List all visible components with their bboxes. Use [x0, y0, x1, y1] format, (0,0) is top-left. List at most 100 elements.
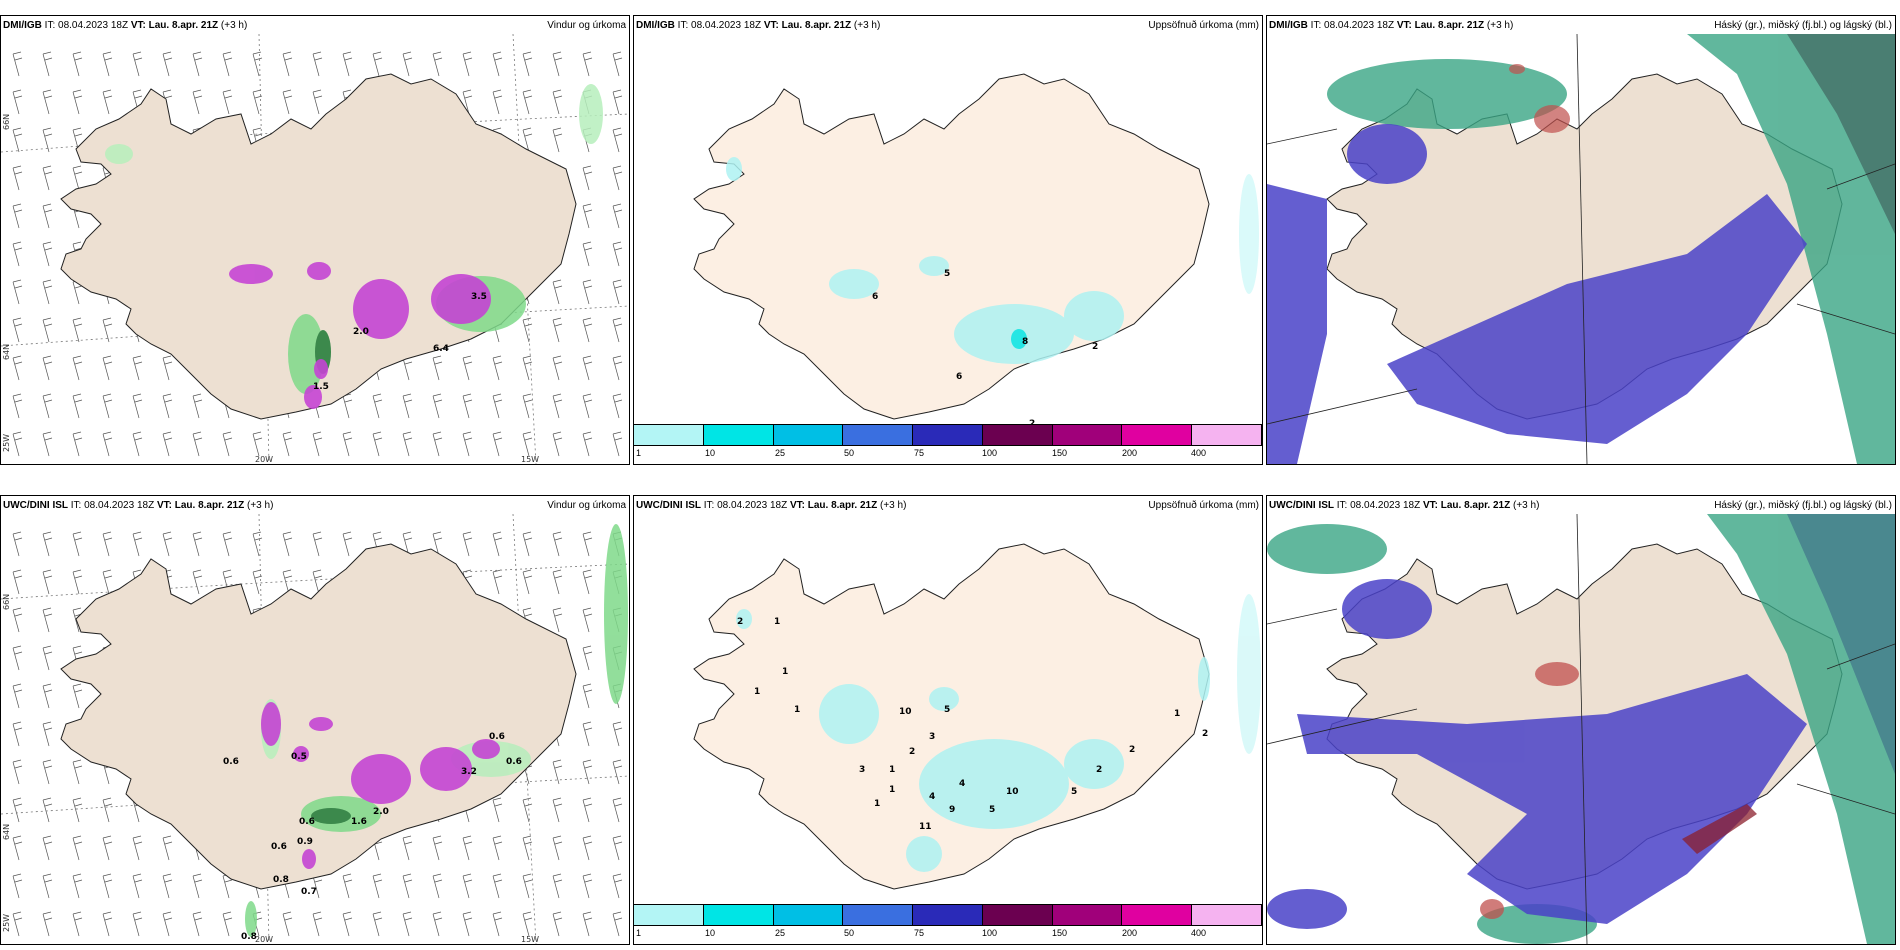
wind-barb-icon [12, 279, 23, 305]
wind-barb-icon [102, 797, 113, 823]
wind-barb-icon [522, 89, 533, 115]
wind-barb-icon [12, 51, 23, 77]
svg-text:0.6: 0.6 [506, 757, 522, 767]
wind-barb-icon [522, 531, 533, 557]
wind-barb-icon [582, 835, 593, 861]
wind-barb-icon [582, 645, 593, 671]
wind-barb-icon [102, 431, 113, 457]
panel-bottom-wind: UWC/DINI ISL IT: 08.04.2023 18Z VT: Lau.… [0, 495, 630, 945]
wind-barb-icon [462, 355, 473, 381]
cloud-cover-map[interactable] [1267, 34, 1895, 464]
panel-product-title: Vindur og úrkoma [547, 500, 626, 511]
wind-barb-icon [372, 911, 383, 937]
wind-barb-icon [42, 683, 53, 709]
wind-barb-icon [492, 911, 503, 937]
svg-text:0.9: 0.9 [297, 837, 313, 847]
wind-barb-icon [342, 431, 353, 457]
wind-barb-icon [312, 531, 323, 557]
cloud-teal [1327, 34, 1895, 464]
wind-barb-icon [612, 911, 623, 937]
wind-barb-icon [552, 51, 563, 77]
svg-text:3: 3 [929, 732, 935, 742]
wind-barb-icon [432, 873, 443, 899]
wind-barb-icon [402, 393, 413, 419]
wind-barb-icon [162, 911, 173, 937]
wind-barb-icon [522, 317, 533, 343]
wind-barb-icon [552, 127, 563, 153]
svg-text:2: 2 [1096, 765, 1102, 775]
wind-barb-icon [432, 51, 443, 77]
wind-precip-map[interactable]: 2.0 6.4 3.5 1.5 66N 64N 20W 15W 25W [1, 34, 629, 464]
svg-text:1: 1 [889, 785, 895, 795]
lon-label-15w: 15W [521, 455, 539, 464]
wind-barb-icon [492, 531, 503, 557]
wind-barb-icon [42, 759, 53, 785]
wind-barb-icon [612, 835, 623, 861]
wind-barb-icon [342, 873, 353, 899]
wind-barb-icon [42, 645, 53, 671]
wind-barb-icon [12, 355, 23, 381]
wind-barb-icon [72, 89, 83, 115]
wind-barb-icon [72, 531, 83, 557]
wind-value-labels: 0.6 0.6 0.5 0.6 0.6 0.9 0.8 0.7 0.8 1.6 … [223, 732, 522, 942]
svg-text:9: 9 [949, 805, 955, 815]
lon-label-20w: 20W [255, 455, 273, 464]
wind-barb-icon [462, 873, 473, 899]
wind-barb-icon [162, 873, 173, 899]
wind-barb-icon [102, 89, 113, 115]
wind-barb-icon [42, 873, 53, 899]
lat-label-66: 66N [2, 594, 11, 610]
wind-barb-icon [552, 911, 563, 937]
wind-barb-icon [12, 241, 23, 267]
wind-barb-icon [162, 531, 173, 557]
panel-title-left: DMI/IGB IT: 08.04.2023 18Z VT: Lau. 8.ap… [1269, 20, 1514, 31]
wind-barb-icon [582, 797, 593, 823]
svg-text:4: 4 [929, 792, 935, 802]
wind-barb-icon [492, 51, 503, 77]
wind-barb-icon [102, 873, 113, 899]
panel-top-clouds: DMI/IGB IT: 08.04.2023 18Z VT: Lau. 8.ap… [1266, 15, 1896, 465]
wind-barb-icon [252, 89, 263, 115]
wind-barb-icon [522, 431, 533, 457]
wind-barb-icon [42, 127, 53, 153]
wind-precip-map[interactable]: 0.6 0.6 0.5 0.6 0.6 0.9 0.8 0.7 0.8 1.6 … [1, 514, 629, 944]
svg-text:5: 5 [1071, 787, 1077, 797]
svg-text:3.2: 3.2 [461, 767, 477, 777]
panel-bottom-clouds: UWC/DINI ISL IT: 08.04.2023 18Z VT: Lau.… [1266, 495, 1896, 945]
colorbar-tick-labels: 1 10 25 50 75 100 150 200 400 [636, 928, 1207, 938]
wind-barb-icon [552, 569, 563, 595]
svg-text:2: 2 [909, 747, 915, 757]
wind-barb-icon [72, 835, 83, 861]
wind-barb-icon [162, 51, 173, 77]
wind-barb-icon [402, 51, 413, 77]
wind-barb-icon [432, 835, 443, 861]
accumulated-precip-map[interactable]: 2 1 1 1 1 10 5 3 2 3 1 1 4 4 9 5 10 11 1… [634, 514, 1262, 904]
wind-barb-icon [612, 393, 623, 419]
cloud-cover-map[interactable] [1267, 514, 1895, 944]
wind-barb-icon [12, 911, 23, 937]
wind-barb-icon [612, 759, 623, 785]
cloud-blue [1267, 124, 1807, 464]
wind-barb-icon [612, 721, 623, 747]
svg-text:6: 6 [872, 292, 878, 302]
wind-barb-icon [612, 797, 623, 823]
wind-barb-icon [552, 89, 563, 115]
wind-barb-icon [12, 569, 23, 595]
wind-barb-icon [162, 431, 173, 457]
svg-text:6.4: 6.4 [433, 344, 449, 354]
wind-barb-icon [582, 569, 593, 595]
wind-barb-icon [132, 51, 143, 77]
wind-barb-icon [42, 569, 53, 595]
wind-barb-icon [12, 531, 23, 557]
svg-text:2: 2 [1092, 342, 1098, 352]
wind-barb-icon [222, 51, 233, 77]
projection-lines [1267, 514, 1895, 944]
wind-barb-icon [432, 355, 443, 381]
wind-barb-icon [462, 431, 473, 457]
wind-barb-icon [372, 431, 383, 457]
wind-barb-icon [522, 355, 533, 381]
lat-label-64: 64N [2, 824, 11, 840]
precip-magenta [229, 262, 491, 409]
accumulated-precip-map[interactable]: 5 8 6 2 6 2 [634, 34, 1262, 424]
svg-text:3.5: 3.5 [471, 292, 487, 302]
